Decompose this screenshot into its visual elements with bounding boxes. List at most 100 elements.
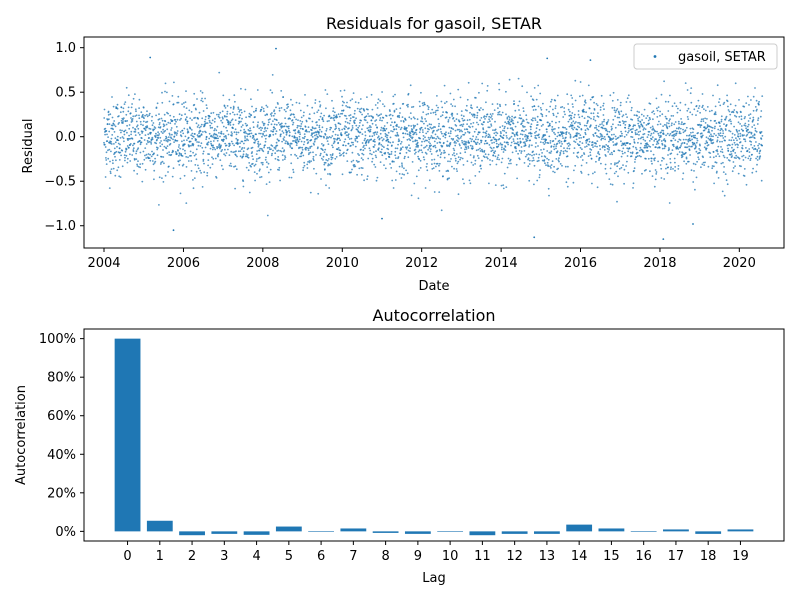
residual-point xyxy=(253,110,255,113)
residual-point xyxy=(528,159,531,162)
residual-point xyxy=(738,99,740,101)
residual-point xyxy=(628,147,631,150)
residual-point xyxy=(637,131,640,133)
residual-point xyxy=(587,115,589,118)
residual-point xyxy=(346,131,348,134)
residual-point xyxy=(612,123,614,126)
residual-point xyxy=(598,136,601,139)
residual-point xyxy=(573,116,576,119)
residual-point xyxy=(527,135,529,138)
residual-point xyxy=(642,138,645,141)
residual-point xyxy=(315,137,318,140)
residual-point xyxy=(499,131,502,133)
residual-point xyxy=(254,139,257,142)
residual-point xyxy=(564,113,566,116)
residual-point xyxy=(311,127,314,129)
residual-point xyxy=(642,115,645,117)
residual-point xyxy=(229,112,232,115)
residual-point xyxy=(404,155,406,158)
residual-point xyxy=(706,118,708,120)
residual-point xyxy=(129,137,132,140)
residual-point xyxy=(637,122,640,125)
residual-point xyxy=(288,176,291,179)
residual-point xyxy=(672,115,675,117)
residual-point xyxy=(653,113,656,115)
residual-point xyxy=(114,141,117,144)
residual-point xyxy=(316,111,319,113)
residual-point xyxy=(170,129,173,131)
residual-point xyxy=(181,129,184,132)
residual-point xyxy=(602,114,605,116)
residual-point xyxy=(303,133,306,136)
residual-point xyxy=(525,129,527,131)
residual-point xyxy=(415,151,417,154)
residual-point xyxy=(541,152,543,154)
residual-point xyxy=(488,115,491,118)
residual-point xyxy=(317,146,319,149)
residual-point xyxy=(270,130,272,132)
residual-point xyxy=(453,149,456,152)
residual-point xyxy=(743,117,746,120)
residual-point xyxy=(246,138,248,141)
residual-point xyxy=(744,138,746,141)
residual-point xyxy=(664,100,667,103)
residual-point xyxy=(586,138,589,141)
residual-point xyxy=(679,101,682,104)
residual-point xyxy=(514,146,517,148)
residual-point xyxy=(259,176,261,179)
residual-point xyxy=(559,151,562,154)
residual-point xyxy=(701,93,704,95)
residual-point xyxy=(135,120,138,123)
residual-point xyxy=(127,139,129,142)
residual-point xyxy=(451,115,454,117)
residual-point xyxy=(437,128,440,131)
autocorrelation-bar xyxy=(695,531,722,534)
residual-point xyxy=(160,117,163,120)
residual-point xyxy=(240,120,242,123)
residual-point xyxy=(607,119,610,121)
residual-point xyxy=(449,143,452,146)
residual-point xyxy=(178,153,181,155)
residual-point xyxy=(676,130,678,133)
residual-point xyxy=(212,157,215,160)
residual-point xyxy=(201,91,204,94)
residual-point xyxy=(759,155,762,158)
residual-point xyxy=(581,142,584,145)
residual-point xyxy=(492,154,495,157)
residual-point xyxy=(509,123,512,126)
residual-point xyxy=(324,89,327,91)
residual-point xyxy=(657,132,660,135)
residual-point xyxy=(603,136,606,138)
residual-point xyxy=(287,127,290,130)
residual-point xyxy=(534,134,537,137)
residual-point xyxy=(261,135,263,138)
residual-point xyxy=(191,119,193,121)
residual-point xyxy=(175,120,177,123)
residual-point xyxy=(345,126,348,128)
residual-point xyxy=(244,122,247,125)
residual-point xyxy=(438,164,440,167)
residual-point xyxy=(291,147,294,150)
residual-point xyxy=(583,117,586,119)
residual-point xyxy=(379,100,381,102)
residual-point xyxy=(215,129,218,132)
residual-point xyxy=(410,136,412,139)
residual-point xyxy=(403,126,406,128)
residual-point xyxy=(524,134,527,136)
residual-point xyxy=(150,131,152,134)
residual-point xyxy=(395,108,398,110)
residual-point xyxy=(490,147,493,150)
residual-point xyxy=(211,119,214,122)
residual-point xyxy=(172,229,175,232)
residual-point xyxy=(247,139,250,142)
residual-point xyxy=(594,145,596,148)
residual-point xyxy=(518,109,520,111)
residual-point xyxy=(453,120,456,122)
residual-point xyxy=(175,134,178,136)
residual-point xyxy=(470,104,473,107)
residual-point xyxy=(504,149,507,152)
residual-point xyxy=(198,111,201,114)
residual-point xyxy=(577,110,580,112)
residual-point xyxy=(450,127,453,130)
autocorrelation-y-ticks: 0%20%40%60%80%100% xyxy=(39,332,84,540)
